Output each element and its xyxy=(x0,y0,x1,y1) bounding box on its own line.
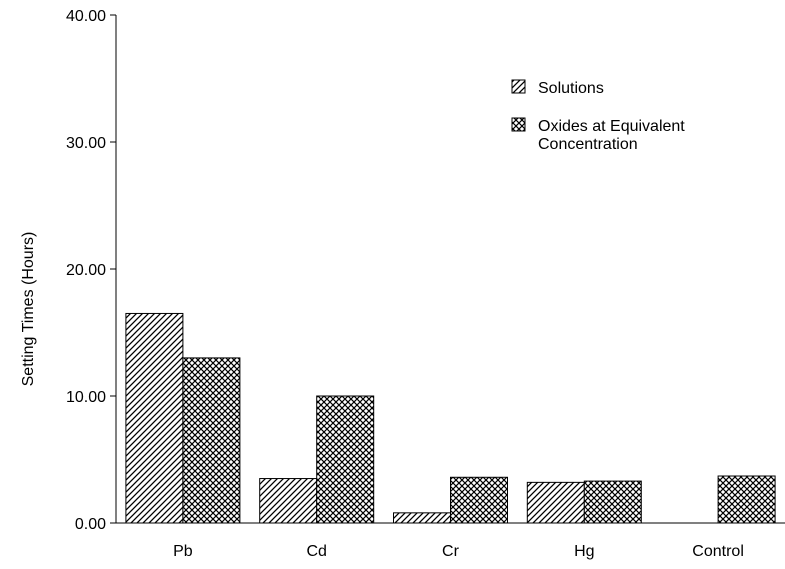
legend-label-series-2: Oxides at Equivalent Concentration xyxy=(538,118,685,153)
legend: Solutions Oxides at Equivalent Concentrati… xyxy=(511,79,685,153)
bar-cr-series-1 xyxy=(393,512,451,524)
legend-swatch-series-2 xyxy=(511,117,526,132)
legend-swatch-series-1 xyxy=(511,79,526,94)
bar-cr-series-2 xyxy=(450,476,508,524)
x-tick-label: Cr xyxy=(442,543,460,560)
bar-pb-series-1 xyxy=(125,312,184,524)
axes: Pb Cd Cr Hg Control 0.00 10.00 20.00 30.00 40.00 S… xyxy=(20,8,785,560)
bar-control-series-2 xyxy=(717,475,776,524)
x-tick-label: Pb xyxy=(173,543,193,560)
bar-cd-series-2 xyxy=(316,395,375,524)
y-tick-label: 20.00 xyxy=(66,262,106,279)
y-tick-label: 10.00 xyxy=(66,389,106,406)
bar-hg-series-1 xyxy=(526,481,585,524)
legend-label-series-1: Solutions xyxy=(538,80,604,97)
bar-cd-series-1 xyxy=(259,478,318,524)
x-tick-label: Hg xyxy=(574,543,594,560)
y-tick-label: 0.00 xyxy=(75,516,106,533)
y-tick-label: 40.00 xyxy=(66,8,106,25)
plot-area xyxy=(125,312,776,524)
x-tick-label: Control xyxy=(692,543,744,560)
bar-pb-series-2 xyxy=(182,357,241,524)
x-tick-label: Cd xyxy=(306,543,326,560)
y-tick-label: 30.00 xyxy=(66,135,106,152)
bar-hg-series-2 xyxy=(583,480,642,524)
y-axis-title: Setting Times (Hours) xyxy=(20,232,37,387)
